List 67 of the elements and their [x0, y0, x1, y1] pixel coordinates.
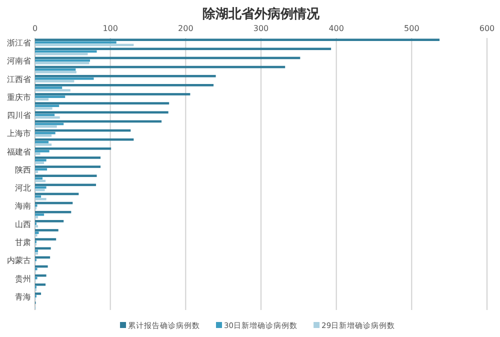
y-tick-label: 四川省: [7, 111, 31, 120]
bar: [35, 162, 44, 164]
bar: [35, 210, 72, 214]
bar: [35, 198, 46, 200]
bar: [35, 147, 112, 150]
bar: [35, 140, 49, 144]
bar: [35, 86, 62, 89]
y-tick-label: 海南: [15, 202, 31, 211]
x-tick-label: 300: [253, 24, 269, 33]
bar: [35, 292, 42, 295]
bar: [35, 184, 96, 186]
y-tick-label: 福建省: [7, 147, 31, 156]
x-tick-label: 400: [328, 24, 344, 33]
x-tick-label: 600: [479, 24, 495, 33]
bar: [35, 102, 170, 104]
bar: [35, 144, 52, 146]
bar: [35, 78, 94, 80]
bar: [35, 229, 58, 232]
bar: [35, 150, 50, 152]
bar: [35, 96, 66, 98]
bar: [35, 247, 51, 250]
bar: [35, 38, 440, 41]
bar: [35, 283, 46, 286]
bar: [35, 225, 38, 228]
bar: [35, 48, 332, 50]
y-tick-label: 上海市: [7, 129, 31, 138]
bar: [35, 68, 76, 71]
bar: [35, 111, 168, 114]
x-tick-label: 500: [404, 24, 420, 33]
chart-title: 除湖北省外病例情况: [202, 6, 320, 22]
bar: [35, 177, 43, 180]
y-tick-label: 江西省: [7, 74, 31, 84]
y-tick-label: 贵州: [15, 274, 31, 284]
bar: [35, 220, 64, 222]
bar: [35, 238, 56, 240]
y-tick-label: 山西: [15, 220, 31, 229]
bar: [35, 62, 90, 64]
bar: [35, 214, 44, 216]
x-tick-label: 0: [32, 24, 38, 33]
bar: [35, 41, 116, 44]
bar: [35, 84, 214, 86]
bar: [35, 159, 46, 162]
y-tick-label: 浙江省: [7, 38, 31, 48]
bar: [35, 174, 97, 177]
x-tick-label: 100: [102, 24, 118, 33]
bar: [35, 166, 101, 168]
y-tick-label: 重庆市: [7, 92, 31, 102]
bar: [35, 89, 70, 92]
bar: [35, 80, 74, 82]
bar: [35, 71, 76, 74]
bar: [35, 216, 38, 218]
bar: [35, 232, 39, 234]
x-tick-label: 200: [178, 24, 194, 33]
bar: [35, 156, 101, 159]
y-tick-label: 陕西: [15, 165, 31, 174]
y-tick-label: 青海: [15, 292, 31, 302]
bar: [35, 74, 216, 78]
y-tick-label: 河南省: [7, 56, 31, 66]
bar: [35, 134, 52, 137]
bar: [35, 93, 190, 96]
y-tick-label: 内蒙古: [7, 256, 31, 266]
bar: [35, 168, 48, 170]
y-tick-label: 甘肃: [15, 238, 31, 247]
bar: [35, 152, 40, 155]
bar: [35, 98, 49, 101]
bar: [35, 104, 60, 108]
y-tick-label: 河北: [15, 184, 31, 193]
